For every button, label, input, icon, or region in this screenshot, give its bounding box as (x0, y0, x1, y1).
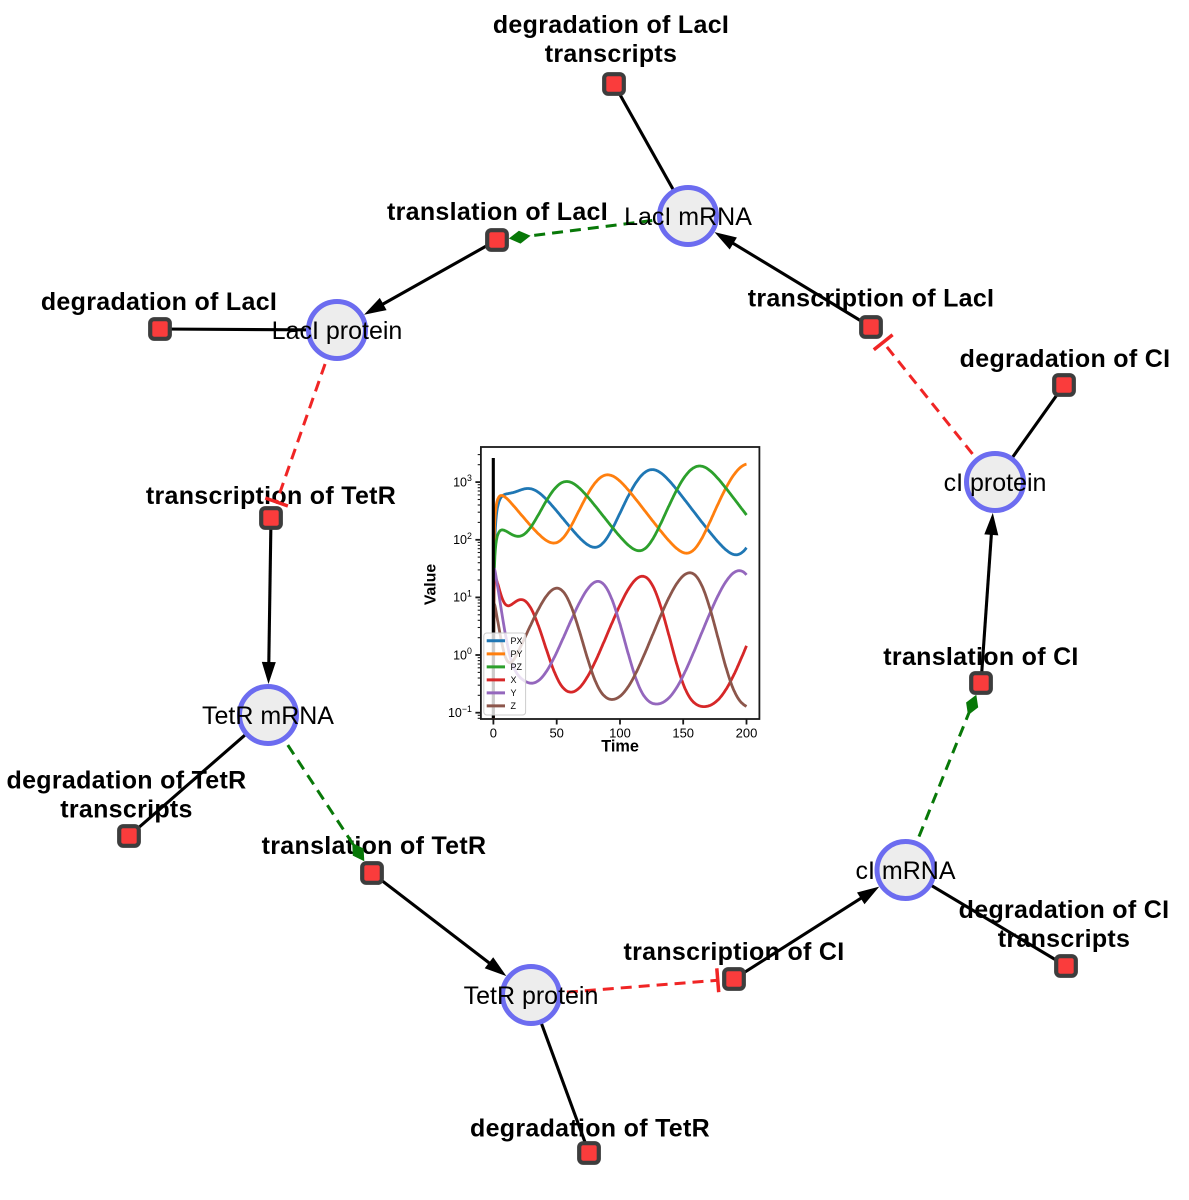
svg-text:103: 103 (453, 473, 472, 489)
svg-text:100: 100 (609, 726, 631, 741)
svg-text:transcription of TetR: transcription of TetR (146, 482, 396, 510)
svg-text:degradation of CI: degradation of CI (959, 896, 1170, 924)
svg-text:degradation of TetR: degradation of TetR (470, 1115, 710, 1143)
svg-text:TetR mRNA: TetR mRNA (202, 702, 334, 730)
svg-text:Y: Y (511, 688, 517, 698)
svg-text:cI protein: cI protein (944, 469, 1047, 497)
svg-text:degradation of LacI: degradation of LacI (41, 288, 277, 316)
svg-text:10−1: 10−1 (448, 704, 472, 720)
svg-text:degradation of TetR: degradation of TetR (7, 767, 247, 795)
svg-text:LacI mRNA: LacI mRNA (624, 203, 752, 231)
svg-text:PX: PX (511, 636, 523, 646)
svg-text:50: 50 (549, 726, 563, 741)
svg-text:0: 0 (490, 726, 497, 741)
svg-text:200: 200 (736, 726, 758, 741)
svg-text:transcripts: transcripts (545, 40, 678, 68)
svg-text:translation of LacI: translation of LacI (387, 198, 608, 226)
svg-text:degradation of LacI: degradation of LacI (493, 11, 729, 39)
svg-text:PY: PY (511, 649, 523, 659)
svg-text:cI mRNA: cI mRNA (856, 857, 956, 885)
svg-text:Time: Time (601, 738, 639, 756)
svg-text:degradation of CI: degradation of CI (960, 345, 1171, 373)
svg-text:transcription of CI: transcription of CI (624, 938, 845, 966)
svg-text:101: 101 (453, 589, 472, 605)
svg-text:translation of TetR: translation of TetR (262, 832, 487, 860)
svg-text:PZ: PZ (511, 662, 523, 672)
svg-text:Z: Z (511, 701, 517, 711)
svg-text:Value: Value (423, 564, 440, 605)
svg-text:100: 100 (453, 646, 472, 662)
svg-text:X: X (511, 675, 517, 685)
svg-text:102: 102 (453, 531, 472, 547)
svg-text:transcription of LacI: transcription of LacI (748, 285, 995, 313)
svg-text:TetR protein: TetR protein (464, 982, 599, 1010)
svg-text:LacI protein: LacI protein (272, 317, 403, 345)
svg-text:150: 150 (672, 726, 694, 741)
